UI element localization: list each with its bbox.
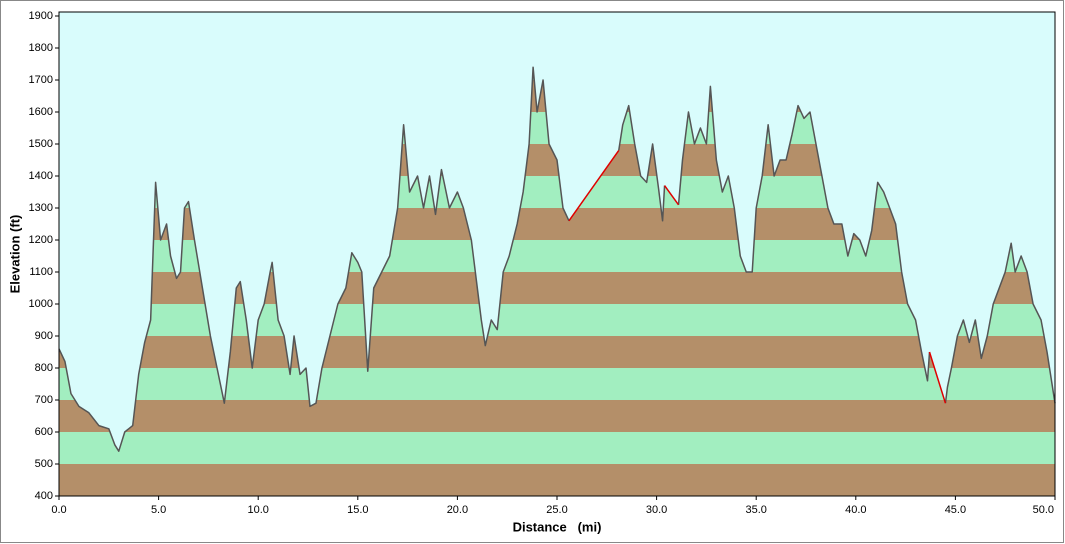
y-tick-label: 1200 (29, 234, 53, 246)
x-tick-label: 25.0 (546, 504, 567, 516)
y-tick-label: 800 (35, 362, 53, 374)
x-tick-label: 45.0 (945, 504, 966, 516)
elevation-band (59, 336, 1055, 368)
x-tick-label: 10.0 (247, 504, 268, 516)
elevation-band (59, 368, 1055, 400)
y-axis-label: Elevation (ft) (7, 215, 22, 294)
x-tick-label: 30.0 (646, 504, 667, 516)
x-tick-label: 40.0 (845, 504, 866, 516)
y-tick-label: 1000 (29, 298, 53, 310)
y-tick-label: 600 (35, 426, 53, 438)
y-tick-label: 700 (35, 394, 53, 406)
profile-line (568, 149, 947, 404)
x-tick-label: 50.0 (1033, 504, 1054, 516)
x-tick-label: 15.0 (347, 504, 368, 516)
y-tick-label: 900 (35, 330, 53, 342)
y-tick-label: 1100 (29, 266, 53, 278)
plot-frame (58, 11, 1056, 497)
x-tick-label: 35.0 (745, 504, 766, 516)
x-tick-label: 5.0 (151, 504, 166, 516)
elevation-band (59, 400, 1055, 432)
x-tick-label: 20.0 (447, 504, 468, 516)
y-tick-label: 1300 (29, 202, 53, 214)
profile-line (58, 66, 1056, 452)
y-tick-label: 1400 (29, 170, 53, 182)
y-tick-label: 1600 (29, 106, 53, 118)
y-tick-label: 1900 (29, 10, 53, 22)
x-axis-label: Distance (mi) (513, 519, 602, 534)
elevation-band (59, 464, 1055, 496)
plot-area (55, 11, 1056, 500)
elevation-band (59, 432, 1055, 464)
y-tick-label: 1500 (29, 138, 53, 150)
y-tick-label: 1800 (29, 42, 53, 54)
y-tick-label: 1700 (29, 74, 53, 86)
x-tick-label: 0.0 (51, 504, 66, 516)
y-tick-label: 400 (35, 490, 53, 502)
y-tick-label: 500 (35, 458, 53, 470)
